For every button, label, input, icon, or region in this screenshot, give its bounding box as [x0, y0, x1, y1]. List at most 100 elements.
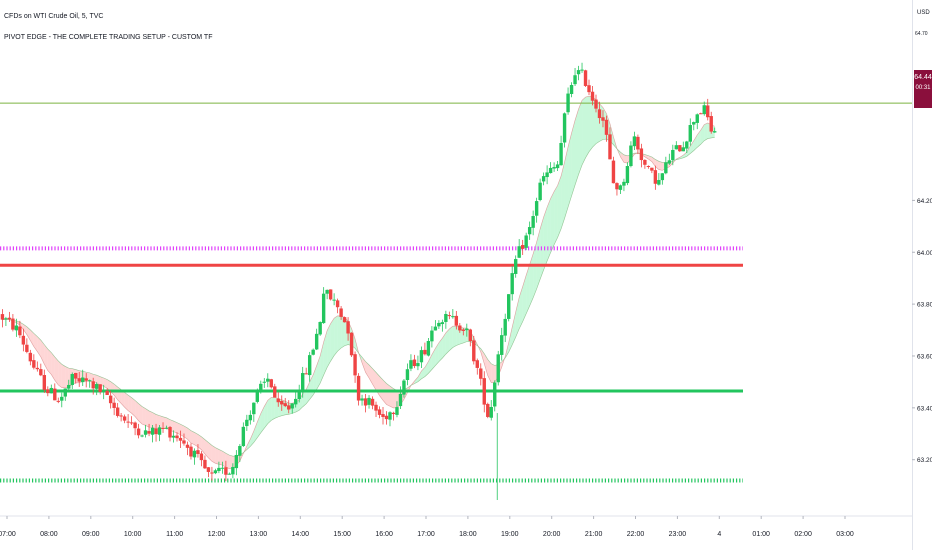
ma-cloud-segment — [51, 352, 55, 381]
candle-body — [398, 393, 403, 407]
ma-cloud-segment — [58, 360, 62, 388]
x-tick-label: 12:00 — [208, 531, 226, 538]
ma-cloud-segment — [204, 439, 209, 458]
ma-cloud-segment — [417, 371, 422, 382]
candle-body — [157, 427, 162, 435]
x-tick-label: 14:00 — [292, 531, 310, 538]
candle-body — [39, 369, 43, 376]
ma-cloud-segment — [93, 374, 97, 383]
candle-body — [46, 389, 50, 394]
candle-body — [674, 145, 679, 150]
ma-cloud-segment — [190, 430, 195, 445]
candle-body — [545, 172, 549, 178]
candle-body — [531, 216, 535, 228]
candle-body — [328, 289, 333, 300]
ma-cloud-segment — [575, 109, 579, 185]
ma-cloud-segment — [554, 185, 558, 245]
x-tick-label: 21:00 — [585, 531, 603, 538]
candle-body — [625, 166, 630, 184]
ma-cloud-segment — [693, 134, 698, 151]
currency-label[interactable]: USD — [917, 10, 930, 16]
candle-body — [105, 390, 109, 395]
x-tick-label: 13:00 — [250, 531, 268, 538]
ma-cloud-segment — [163, 416, 167, 429]
candle-body — [681, 147, 685, 152]
x-tick-label: 17:00 — [417, 531, 435, 538]
candle-body — [657, 180, 661, 185]
x-tick-label: 16:00 — [375, 531, 393, 538]
ma-cloud-segment — [211, 445, 216, 464]
ma-cloud-segment — [257, 413, 261, 438]
candle-body — [472, 340, 476, 362]
candle-body — [706, 105, 710, 118]
candle-body — [321, 293, 326, 324]
ma-cloud-segment — [683, 152, 687, 158]
candle-body — [611, 160, 616, 184]
x-tick-label: 03:00 — [836, 531, 854, 538]
candle-body — [541, 176, 546, 182]
ma-cloud-segment — [533, 242, 537, 298]
candle-body — [21, 335, 26, 345]
candle-body — [4, 318, 8, 320]
ma-cloud-segment — [30, 329, 34, 347]
ma-cloud-segment — [183, 426, 188, 440]
ma-cloud-segment — [578, 100, 583, 175]
candle-body — [538, 182, 542, 201]
candle-body — [430, 330, 434, 342]
candle-body — [245, 419, 249, 427]
y-tick-label: 64.00 — [917, 250, 932, 257]
ma-cloud-segment — [309, 374, 314, 400]
candle-body — [269, 379, 273, 388]
candle-body — [32, 360, 36, 368]
candle-body — [259, 383, 263, 390]
ma-cloud-segment — [334, 315, 338, 356]
x-tick-label: 20:00 — [543, 531, 561, 538]
candle-body — [552, 167, 556, 169]
candle-body — [178, 437, 183, 441]
candle-body — [622, 181, 626, 186]
candle-body — [210, 472, 214, 474]
ma-cloud-segment — [690, 140, 694, 154]
candle-body — [409, 360, 413, 369]
ma-cloud-segment — [512, 312, 516, 345]
candle-body — [608, 134, 612, 160]
ma-cloud-segment — [592, 97, 596, 148]
candle-body — [28, 352, 33, 362]
ma-cloud-segment — [365, 361, 370, 379]
ma-cloud-segment — [128, 395, 132, 414]
candle-body — [618, 185, 623, 190]
ma-cloud-segment — [208, 442, 212, 462]
ma-cloud-segment — [459, 327, 464, 345]
candle-body — [129, 422, 134, 424]
candle-body — [108, 395, 113, 404]
candle-body — [203, 459, 207, 469]
ma-cloud-segment — [264, 400, 268, 429]
candle-body — [664, 162, 668, 174]
indicator-legend[interactable]: PIVOT EDGE - THE COMPLETE TRADING SETUP … — [4, 34, 213, 41]
ma-cloud-segment — [152, 412, 157, 429]
ma-cloud-segment — [550, 191, 555, 253]
ma-cloud-segment — [568, 133, 572, 208]
candle-body — [587, 85, 591, 93]
candle-body — [461, 329, 466, 331]
candle-body — [276, 398, 280, 403]
ma-cloud-segment — [327, 323, 331, 368]
candle-body — [353, 354, 357, 376]
candle-body — [290, 403, 294, 409]
candle-body — [11, 318, 15, 330]
symbol-legend[interactable]: CFDs on WTI Crude Oil, 5, TVC — [4, 13, 104, 20]
x-tick-label: 02:00 — [794, 531, 812, 538]
candle-body — [18, 326, 22, 336]
candle-body — [266, 378, 270, 382]
candle-body — [182, 440, 186, 444]
candle-body — [0, 314, 5, 320]
candle-body — [126, 421, 130, 423]
candle-body — [314, 333, 319, 350]
candle-body — [91, 381, 95, 389]
candle-body — [447, 315, 452, 317]
candle-body — [573, 75, 577, 85]
candle-body — [122, 416, 127, 421]
candle-body — [510, 273, 514, 295]
candle-body — [360, 398, 364, 401]
